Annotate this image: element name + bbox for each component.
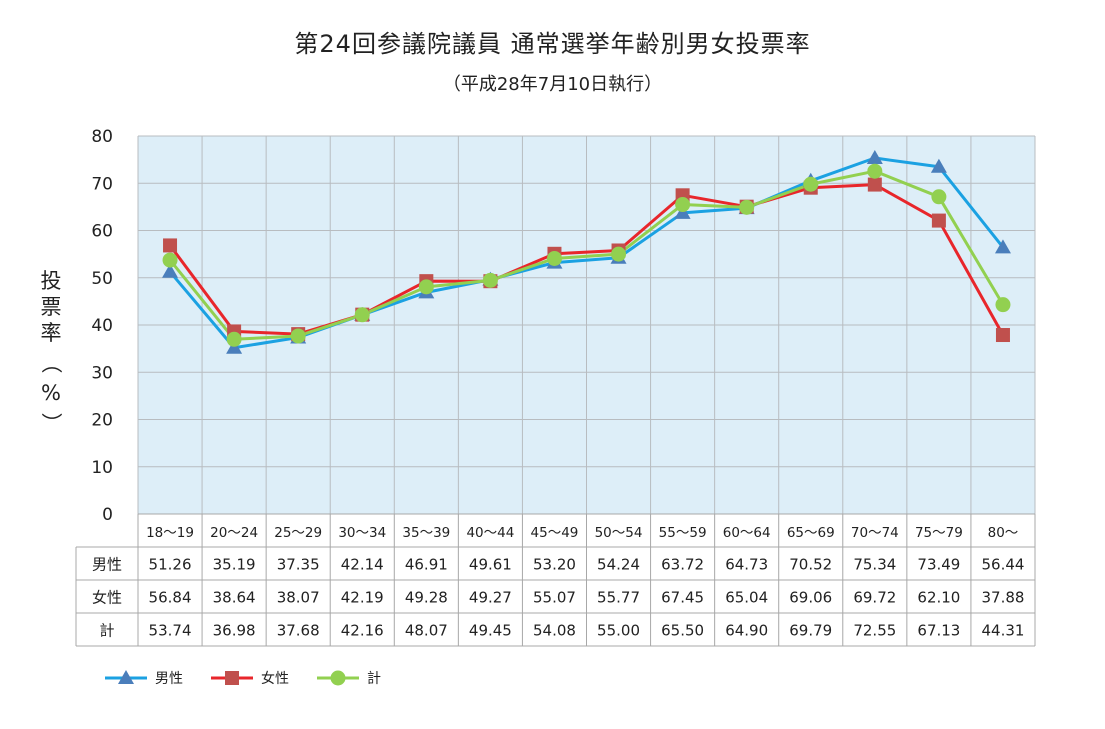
- y-tick-label: 70: [91, 174, 113, 194]
- data-point: [227, 332, 242, 347]
- data-cell: 49.27: [469, 589, 512, 607]
- category-label: 80～: [988, 525, 1019, 541]
- y-tick-label: 0: [102, 505, 113, 525]
- data-cell: 46.91: [405, 556, 448, 574]
- data-cell: 38.07: [277, 589, 320, 607]
- data-cell: 56.84: [149, 589, 192, 607]
- data-cell: 49.28: [405, 589, 448, 607]
- category-label: 20～24: [210, 525, 258, 541]
- data-cell: 54.24: [597, 556, 640, 574]
- data-cell: 53.20: [533, 556, 576, 574]
- y-tick-label: 10: [91, 458, 113, 478]
- data-cell: 70.52: [789, 556, 832, 574]
- data-cell: 65.04: [725, 589, 768, 607]
- category-label: 70～74: [851, 525, 899, 541]
- row-header: 計: [99, 622, 114, 640]
- data-cell: 37.88: [981, 589, 1024, 607]
- data-cell: 55.77: [597, 589, 640, 607]
- data-point: [932, 214, 946, 228]
- data-cell: 36.98: [213, 622, 256, 640]
- data-cell: 72.55: [853, 622, 896, 640]
- y-tick-label: 60: [91, 222, 113, 242]
- data-cell: 75.34: [853, 556, 896, 574]
- category-label: 60～64: [723, 525, 771, 541]
- data-point: [739, 200, 754, 215]
- y-tick-label: 50: [91, 269, 113, 289]
- data-cell: 42.16: [341, 622, 384, 640]
- data-point: [675, 197, 690, 212]
- y-tick-label: 40: [91, 316, 113, 336]
- data-cell: 65.50: [661, 622, 704, 640]
- data-cell: 64.90: [725, 622, 768, 640]
- category-label: 75～79: [915, 525, 963, 541]
- data-point: [419, 279, 434, 294]
- y-tick-label: 20: [91, 411, 113, 431]
- legend-marker: [225, 671, 239, 685]
- data-table: 18～19 20～24 25～29 30～34 35～39 40～44 45～49 50～54…: [76, 514, 1035, 646]
- data-point: [611, 247, 626, 262]
- category-label: 50～54: [595, 525, 643, 541]
- data-point: [547, 251, 562, 266]
- data-point: [995, 297, 1010, 312]
- category-label: 55～59: [659, 525, 707, 541]
- category-label: 30～34: [338, 525, 386, 541]
- category-label: 18～19: [146, 525, 194, 541]
- data-cell: 69.72: [853, 589, 896, 607]
- data-point: [163, 238, 177, 252]
- category-label: 45～49: [531, 525, 579, 541]
- data-cell: 42.14: [341, 556, 384, 574]
- legend-label: 計: [367, 671, 381, 687]
- data-cell: 44.31: [981, 622, 1024, 640]
- data-cell: 67.13: [917, 622, 960, 640]
- data-cell: 55.07: [533, 589, 576, 607]
- data-cell: 55.00: [597, 622, 640, 640]
- category-label: 40～44: [466, 525, 514, 541]
- data-cell: 64.73: [725, 556, 768, 574]
- legend-label: 女性: [261, 670, 289, 687]
- data-point: [867, 164, 882, 179]
- data-cell: 53.74: [149, 622, 192, 640]
- legend-label: 男性: [155, 671, 183, 687]
- data-cell: 37.35: [277, 556, 320, 574]
- data-cell: 62.10: [917, 589, 960, 607]
- data-point: [931, 189, 946, 204]
- category-label: 35～39: [402, 525, 450, 541]
- data-point: [803, 177, 818, 192]
- data-cell: 54.08: [533, 622, 576, 640]
- data-cell: 73.49: [917, 556, 960, 574]
- y-axis-ticks: 0 10 20 30 40 50 60 70 80: [91, 127, 113, 525]
- data-cell: 69.79: [789, 622, 832, 640]
- data-cell: 49.61: [469, 556, 512, 574]
- data-point: [163, 253, 178, 268]
- data-cell: 37.68: [277, 622, 320, 640]
- data-cell: 49.45: [469, 622, 512, 640]
- data-point: [868, 178, 882, 192]
- data-cell: 42.19: [341, 589, 384, 607]
- category-label: 25～29: [274, 525, 322, 541]
- data-point: [291, 328, 306, 343]
- data-cell: 38.64: [213, 589, 256, 607]
- data-cell: 67.45: [661, 589, 704, 607]
- data-cell: 35.19: [213, 556, 256, 574]
- legend: 男性 女性 計: [105, 670, 381, 687]
- data-point: [483, 273, 498, 288]
- data-cell: 63.72: [661, 556, 704, 574]
- data-point: [355, 307, 370, 322]
- data-cell: 51.26: [149, 556, 192, 574]
- category-label: 65～69: [787, 525, 835, 541]
- data-cell: 69.06: [789, 589, 832, 607]
- legend-marker: [331, 671, 346, 686]
- y-tick-label: 30: [91, 363, 113, 383]
- data-cell: 56.44: [981, 556, 1024, 574]
- data-cell: 48.07: [405, 622, 448, 640]
- y-tick-label: 80: [91, 127, 113, 147]
- row-header: 女性: [92, 589, 122, 607]
- data-point: [996, 328, 1010, 342]
- row-header: 男性: [92, 556, 122, 574]
